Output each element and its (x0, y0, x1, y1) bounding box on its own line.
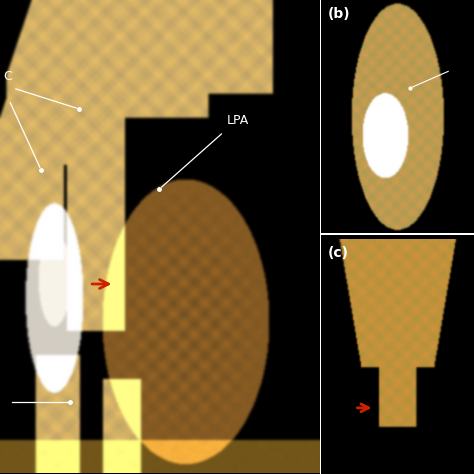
Text: (c): (c) (328, 246, 348, 260)
Text: LPA: LPA (227, 114, 249, 127)
Text: (b): (b) (328, 7, 350, 21)
Text: C: C (3, 70, 12, 83)
